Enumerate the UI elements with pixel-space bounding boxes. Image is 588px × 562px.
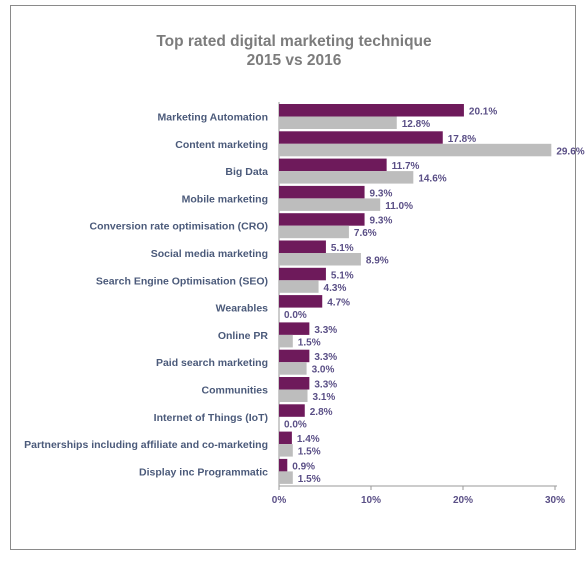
data-label: 3.0%: [312, 365, 335, 376]
data-label: 5.1%: [331, 270, 354, 281]
data-label: 3.1%: [313, 392, 336, 403]
data-label: 11.7%: [392, 161, 420, 172]
data-label: 5.1%: [331, 243, 354, 254]
bar-series1: [279, 322, 310, 335]
category-label: Wearables: [216, 303, 268, 315]
data-label: 0.0%: [284, 310, 307, 321]
bar-series1: [279, 458, 288, 472]
bar-series1: [279, 267, 326, 281]
bar-series1: [279, 185, 365, 199]
category-label: Mobile marketing: [182, 193, 268, 205]
data-label: 9.3%: [370, 216, 393, 227]
data-label: 20.1%: [469, 107, 497, 118]
bar-series2: [279, 253, 361, 266]
bar-series1: [279, 431, 292, 445]
category-label: Display inc Programmatic: [139, 466, 268, 478]
data-label: 0.0%: [284, 419, 307, 430]
bar-series2: [279, 444, 293, 457]
data-label: 14.6%: [418, 174, 446, 185]
bar-series2: [279, 362, 307, 375]
data-label: 3.3%: [314, 325, 337, 336]
bar-series2: [279, 198, 381, 211]
category-label: Internet of Things (IoT): [154, 412, 268, 424]
data-label: 4.7%: [327, 298, 350, 309]
bar-series2: [279, 171, 414, 184]
bar-series1: [279, 404, 305, 417]
category-label: Social media marketing: [151, 248, 268, 260]
data-label: 12.8%: [402, 119, 430, 130]
bar-series1: [279, 349, 310, 363]
data-label: 17.8%: [448, 134, 476, 145]
x-tick-label: 10%: [361, 495, 381, 506]
data-label: 1.5%: [298, 474, 321, 485]
category-label: Communities: [201, 385, 268, 397]
bar-series1: [279, 104, 464, 117]
category-label: Marketing Automation: [158, 112, 268, 124]
chart-title-line1: Top rated digital marketing technique: [156, 33, 432, 50]
data-label: 2.8%: [310, 407, 333, 418]
bar-series2: [279, 225, 349, 239]
data-label: 3.3%: [314, 352, 337, 363]
data-label: 9.3%: [370, 188, 393, 199]
chart-title-line2: 2015 vs 2016: [246, 52, 342, 69]
category-label: Partnerships including affiliate and co-…: [24, 439, 268, 451]
category-label: Online PR: [218, 330, 269, 342]
x-tick-label: 0%: [272, 495, 287, 506]
bar-series2: [279, 389, 308, 402]
category-label: Content marketing: [175, 139, 268, 151]
data-label: 1.4%: [297, 434, 320, 445]
bar-series2: [279, 334, 293, 348]
bar-series1: [279, 131, 443, 144]
category-label: Paid search marketing: [156, 357, 268, 369]
bar-series1: [279, 213, 365, 226]
bar-series2: [279, 143, 552, 157]
category-label: Conversion rate optimisation (CRO): [89, 221, 268, 233]
data-label: 11.0%: [385, 201, 413, 212]
x-tick-label: 20%: [453, 495, 473, 506]
chart-title: Top rated digital marketing technique 20…: [0, 32, 588, 70]
bar-series2: [279, 116, 397, 129]
bar-series1: [279, 240, 326, 253]
data-label: 1.5%: [298, 337, 321, 348]
data-label: 4.3%: [324, 283, 347, 294]
x-tick-label: 30%: [545, 495, 565, 506]
data-label: 0.9%: [292, 461, 315, 472]
data-label: 3.3%: [314, 380, 337, 391]
data-label: 7.6%: [354, 228, 377, 239]
data-label: 8.9%: [366, 256, 389, 267]
data-label: 1.5%: [298, 447, 321, 458]
data-label: 29.6%: [556, 146, 584, 157]
bar-series1: [279, 295, 323, 308]
bar-series2: [279, 471, 293, 484]
bar-series1: [279, 377, 310, 390]
bar-series2: [279, 280, 319, 293]
category-label: Search Engine Optimisation (SEO): [96, 275, 268, 287]
bar-series1: [279, 158, 387, 172]
category-label: Big Data: [225, 166, 268, 178]
